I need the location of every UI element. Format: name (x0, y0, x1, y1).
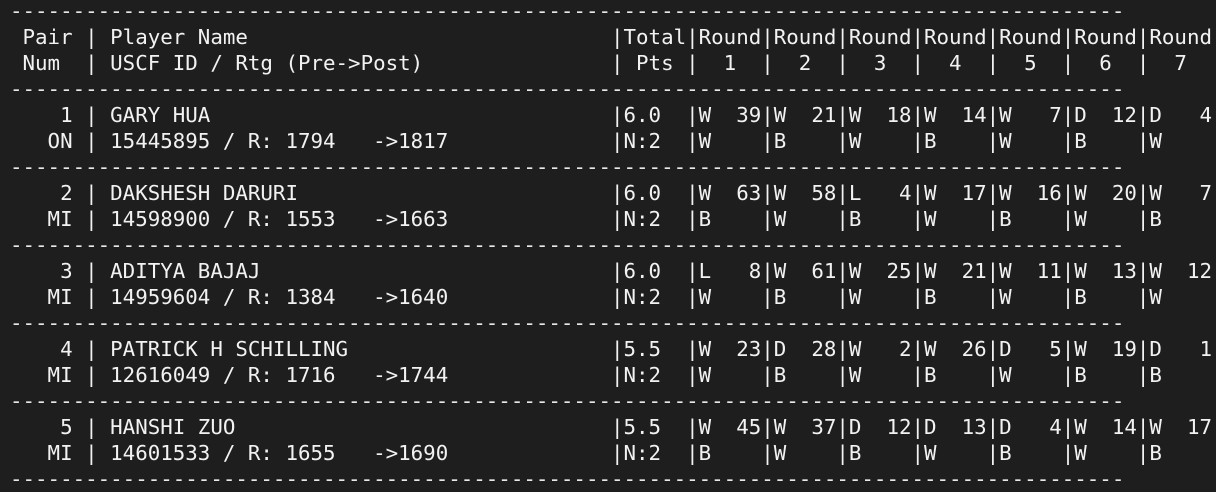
separator-line: ----------------------------------------… (10, 77, 1125, 101)
player-5-line-1: 5 | HANSHI ZUO |5.5 |W 45|W 37|D 12|D 13… (10, 415, 1216, 439)
header-line-2: Num | USCF ID / Rtg (Pre->Post) | Pts | … (10, 51, 1216, 75)
header-line-1: Pair | Player Name |Total|Round|Round|Ro… (10, 25, 1216, 49)
separator-line: ----------------------------------------… (10, 467, 1125, 491)
separator-line: ----------------------------------------… (10, 233, 1125, 257)
player-3-line-1: 3 | ADITYA BAJAJ |6.0 |L 8|W 61|W 25|W 2… (10, 259, 1216, 283)
player-4-line-2: MI | 12616049 / R: 1716 ->1744 |N:2 |W |… (10, 363, 1216, 387)
terminal-output: ----------------------------------------… (10, 0, 1216, 492)
player-5-line-2: MI | 14601533 / R: 1655 ->1690 |N:2 |B |… (10, 441, 1216, 465)
player-4-line-1: 4 | PATRICK H SCHILLING |5.5 |W 23|D 28|… (10, 337, 1216, 361)
separator-line: ----------------------------------------… (10, 155, 1125, 179)
player-1-line-1: 1 | GARY HUA |6.0 |W 39|W 21|W 18|W 14|W… (10, 103, 1216, 127)
separator-line: ----------------------------------------… (10, 389, 1125, 413)
separator-line: ----------------------------------------… (10, 311, 1125, 335)
player-3-line-2: MI | 14959604 / R: 1384 ->1640 |N:2 |W |… (10, 285, 1216, 309)
separator-line: ----------------------------------------… (10, 0, 1125, 23)
player-2-line-2: MI | 14598900 / R: 1553 ->1663 |N:2 |B |… (10, 207, 1216, 231)
player-1-line-2: ON | 15445895 / R: 1794 ->1817 |N:2 |W |… (10, 129, 1216, 153)
player-2-line-1: 2 | DAKSHESH DARURI |6.0 |W 63|W 58|L 4|… (10, 181, 1216, 205)
